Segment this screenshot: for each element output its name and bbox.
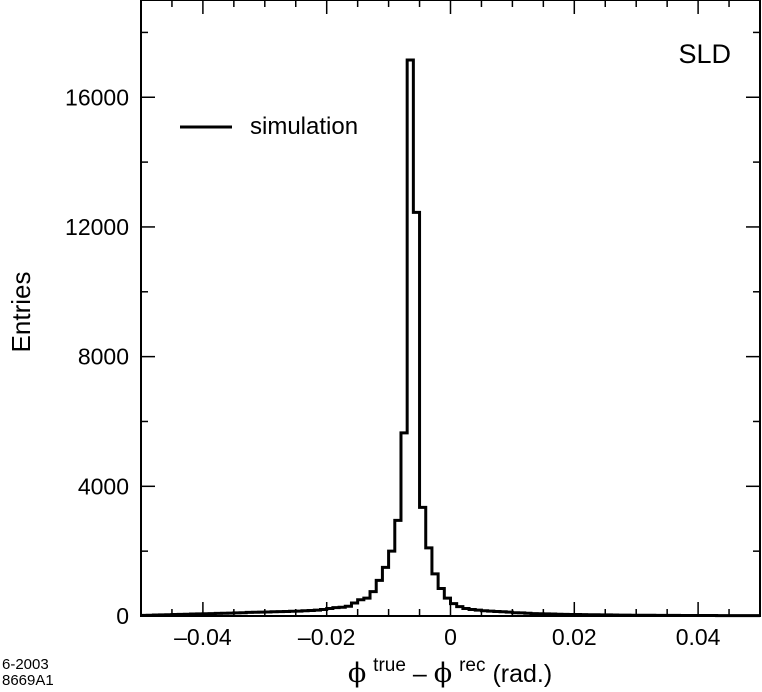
x-label-sup-rec: rec — [459, 655, 485, 676]
x-tick-label: –0.04 — [174, 624, 232, 650]
x-label-sup-true: true — [373, 655, 406, 676]
x-label-phi-rec: ϕ — [434, 658, 452, 689]
x-tick-label: 0.04 — [676, 624, 721, 650]
tick-labels: –0.04 –0.02 0 0.02 0.04 0 4000 8000 12000 16000 — [65, 84, 721, 650]
plot-frame — [140, 0, 761, 617]
stamp-code: 8669A1 — [2, 672, 54, 689]
x-tick-label: 0.02 — [552, 624, 597, 650]
stamp-date: 6-2003 — [2, 656, 49, 673]
experiment-label: SLD — [678, 39, 731, 69]
y-tick-label: 16000 — [65, 84, 129, 110]
x-tick-label: –0.02 — [298, 624, 356, 650]
x-label-unit: (rad.) — [492, 660, 552, 688]
y-tick-label: 0 — [116, 603, 129, 629]
y-tick-label: 4000 — [78, 473, 129, 499]
x-axis-label: ϕ true – ϕ rec (rad.) — [348, 655, 552, 689]
histogram-line-simulation — [141, 58, 760, 618]
y-tick-label: 12000 — [65, 214, 129, 240]
y-axis-label: Entries — [6, 272, 36, 353]
legend-label-simulation: simulation — [250, 113, 358, 140]
y-tick-label: 8000 — [78, 344, 129, 370]
x-tick-label: 0 — [444, 624, 457, 650]
tick-marks — [140, 0, 761, 617]
x-label-phi-true: ϕ — [348, 658, 366, 689]
x-label-minus: – — [413, 660, 434, 688]
